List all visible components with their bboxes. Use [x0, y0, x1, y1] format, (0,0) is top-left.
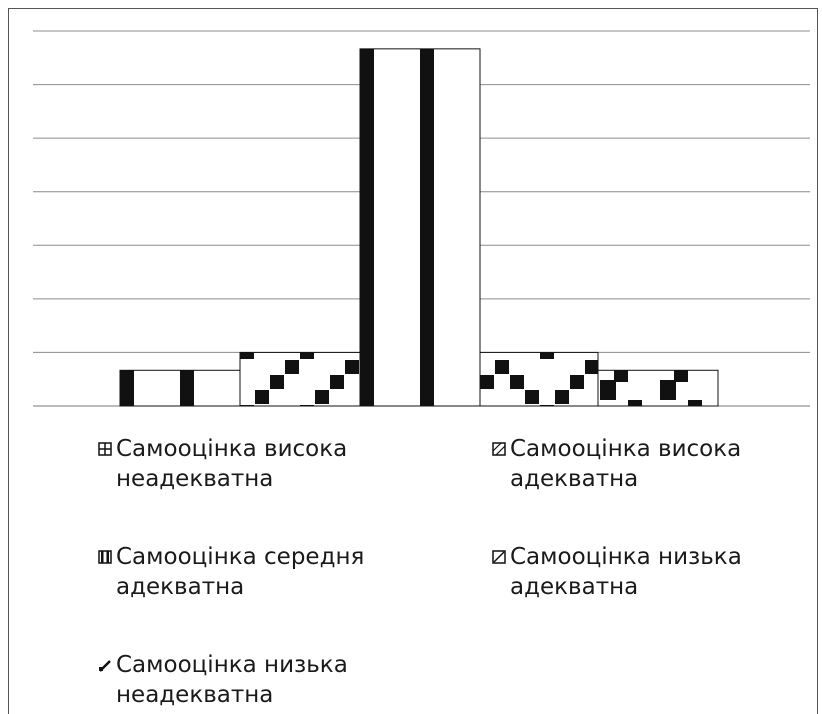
legend-item-3: Самооцінка середня адекватна: [98, 542, 416, 602]
legend-item-4: Самооцінка низька адекватна: [492, 542, 810, 602]
legend-label-3: Самооцінка середня адекватна: [116, 544, 365, 600]
legend-label-5: Самооцінка низька неадекватна: [116, 652, 348, 708]
chart-frame: [8, 8, 818, 714]
diagonal-half-icon: [492, 550, 506, 564]
legend-item-5: Самооцінка низька неадекватна: [98, 650, 416, 710]
legend-item-2: Самооцінка висока адекватна: [492, 434, 810, 494]
bar-low-inadequate: [597, 369, 719, 407]
bars: [119, 48, 719, 407]
vertical-stripe-icon: [98, 550, 112, 564]
legend-label-1: Самооцінка висока неадекватна: [116, 436, 348, 492]
diagonal-stripe-icon: [492, 442, 506, 456]
legend-label-2: Самооцінка висока адекватна: [510, 436, 742, 492]
grid-pattern-icon: [98, 442, 112, 456]
bar-low-adequate: [479, 351, 599, 407]
bar-medium-adequate: [359, 48, 481, 407]
diagonal-dash-icon: [99, 660, 111, 672]
legend-item-1: Самооцінка висока неадекватна: [98, 434, 416, 494]
bar-high-inadequate: [119, 369, 241, 407]
bar-high-adequate: [239, 351, 361, 407]
legend-label-4: Самооцінка низька адекватна: [510, 544, 742, 600]
